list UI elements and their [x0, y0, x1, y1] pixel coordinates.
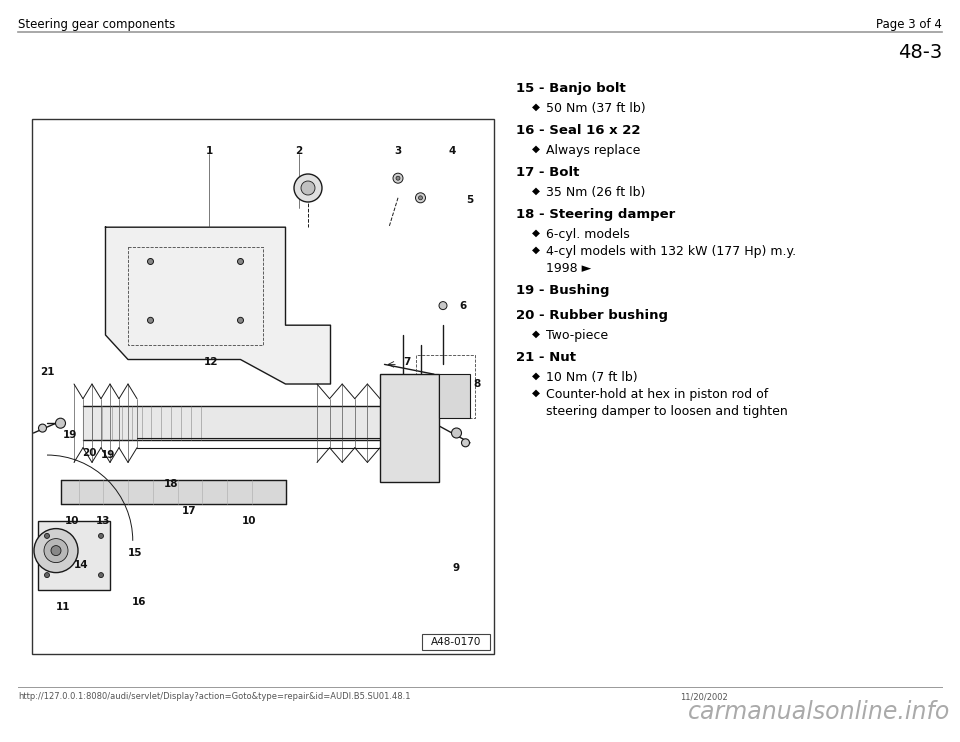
- Text: 20: 20: [83, 447, 97, 458]
- Text: Steering gear components: Steering gear components: [18, 18, 176, 31]
- Text: 6-cyl. models: 6-cyl. models: [546, 228, 630, 241]
- Text: ◆: ◆: [532, 371, 540, 381]
- Circle shape: [56, 418, 65, 428]
- Text: 10: 10: [242, 516, 256, 526]
- Text: 11/20/2002: 11/20/2002: [680, 692, 728, 701]
- Text: Two-piece: Two-piece: [546, 329, 608, 342]
- Text: 13: 13: [96, 516, 110, 526]
- Text: 6: 6: [460, 301, 467, 311]
- Text: 4: 4: [448, 146, 456, 157]
- Text: 1: 1: [205, 146, 212, 157]
- Circle shape: [51, 545, 61, 556]
- Text: carmanualsonline.info: carmanualsonline.info: [687, 700, 950, 724]
- Text: 16: 16: [132, 597, 147, 607]
- Circle shape: [416, 193, 425, 203]
- Text: 1998 ►: 1998 ►: [546, 262, 591, 275]
- Text: 15: 15: [128, 548, 142, 558]
- Text: 15 - Banjo bolt: 15 - Banjo bolt: [516, 82, 626, 95]
- Bar: [422, 634, 490, 650]
- Text: 48-3: 48-3: [898, 43, 942, 62]
- Bar: [380, 374, 439, 482]
- Circle shape: [301, 181, 315, 195]
- Circle shape: [439, 301, 447, 309]
- Text: ◆: ◆: [532, 329, 540, 339]
- Text: ◆: ◆: [532, 102, 540, 112]
- Circle shape: [419, 196, 422, 200]
- Circle shape: [148, 318, 154, 324]
- Circle shape: [99, 533, 104, 539]
- Text: 21: 21: [39, 367, 55, 377]
- Circle shape: [148, 258, 154, 264]
- Text: 4-cyl models with 132 kW (177 Hp) m.y.: 4-cyl models with 132 kW (177 Hp) m.y.: [546, 245, 796, 258]
- Text: 21 - Nut: 21 - Nut: [516, 351, 576, 364]
- Text: 19: 19: [62, 430, 77, 441]
- Circle shape: [393, 173, 403, 183]
- Circle shape: [38, 424, 46, 432]
- Circle shape: [294, 174, 322, 202]
- Text: Always replace: Always replace: [546, 144, 640, 157]
- Bar: [38, 521, 110, 590]
- Text: 18 - Steering damper: 18 - Steering damper: [516, 208, 675, 221]
- Text: 19: 19: [101, 450, 115, 460]
- Circle shape: [34, 528, 78, 573]
- Text: 10: 10: [64, 516, 79, 526]
- Text: ◆: ◆: [532, 388, 540, 398]
- Text: 8: 8: [473, 379, 480, 389]
- Text: ◆: ◆: [532, 228, 540, 238]
- Text: 18: 18: [163, 479, 178, 490]
- Text: 12: 12: [204, 357, 219, 367]
- Text: 14: 14: [73, 560, 88, 571]
- Circle shape: [44, 533, 50, 539]
- Text: 17: 17: [181, 506, 196, 516]
- Text: 19 - Bushing: 19 - Bushing: [516, 284, 610, 297]
- Text: steering damper to loosen and tighten: steering damper to loosen and tighten: [546, 405, 788, 418]
- Circle shape: [396, 176, 400, 180]
- Text: 2: 2: [296, 146, 302, 157]
- Text: 11: 11: [56, 602, 70, 612]
- Text: 35 Nm (26 ft lb): 35 Nm (26 ft lb): [546, 186, 645, 199]
- Text: http://127.0.0.1:8080/audi/servlet/Display?action=Goto&type=repair&id=AUDI.B5.SU: http://127.0.0.1:8080/audi/servlet/Displ…: [18, 692, 411, 701]
- Circle shape: [237, 258, 244, 264]
- Text: 17 - Bolt: 17 - Bolt: [516, 166, 580, 179]
- Text: Page 3 of 4: Page 3 of 4: [876, 18, 942, 31]
- Text: ◆: ◆: [532, 186, 540, 196]
- Text: 10 Nm (7 ft lb): 10 Nm (7 ft lb): [546, 371, 637, 384]
- Polygon shape: [106, 227, 330, 384]
- Text: ◆: ◆: [532, 245, 540, 255]
- Text: 20 - Rubber bushing: 20 - Rubber bushing: [516, 309, 668, 322]
- Text: 9: 9: [453, 562, 460, 573]
- Text: ◆: ◆: [532, 144, 540, 154]
- Text: Counter-hold at hex in piston rod of: Counter-hold at hex in piston rod of: [546, 388, 768, 401]
- Bar: [439, 374, 470, 418]
- Circle shape: [44, 539, 68, 562]
- Circle shape: [462, 439, 469, 447]
- Circle shape: [237, 318, 244, 324]
- Text: 16 - Seal 16 x 22: 16 - Seal 16 x 22: [516, 124, 640, 137]
- Circle shape: [451, 428, 462, 438]
- Circle shape: [99, 573, 104, 577]
- Text: 5: 5: [467, 195, 473, 206]
- Text: 7: 7: [403, 357, 411, 367]
- Text: 3: 3: [395, 146, 401, 157]
- Text: 50 Nm (37 ft lb): 50 Nm (37 ft lb): [546, 102, 646, 115]
- Circle shape: [44, 573, 50, 577]
- Bar: [32, 119, 494, 654]
- Text: A48-0170: A48-0170: [431, 637, 481, 647]
